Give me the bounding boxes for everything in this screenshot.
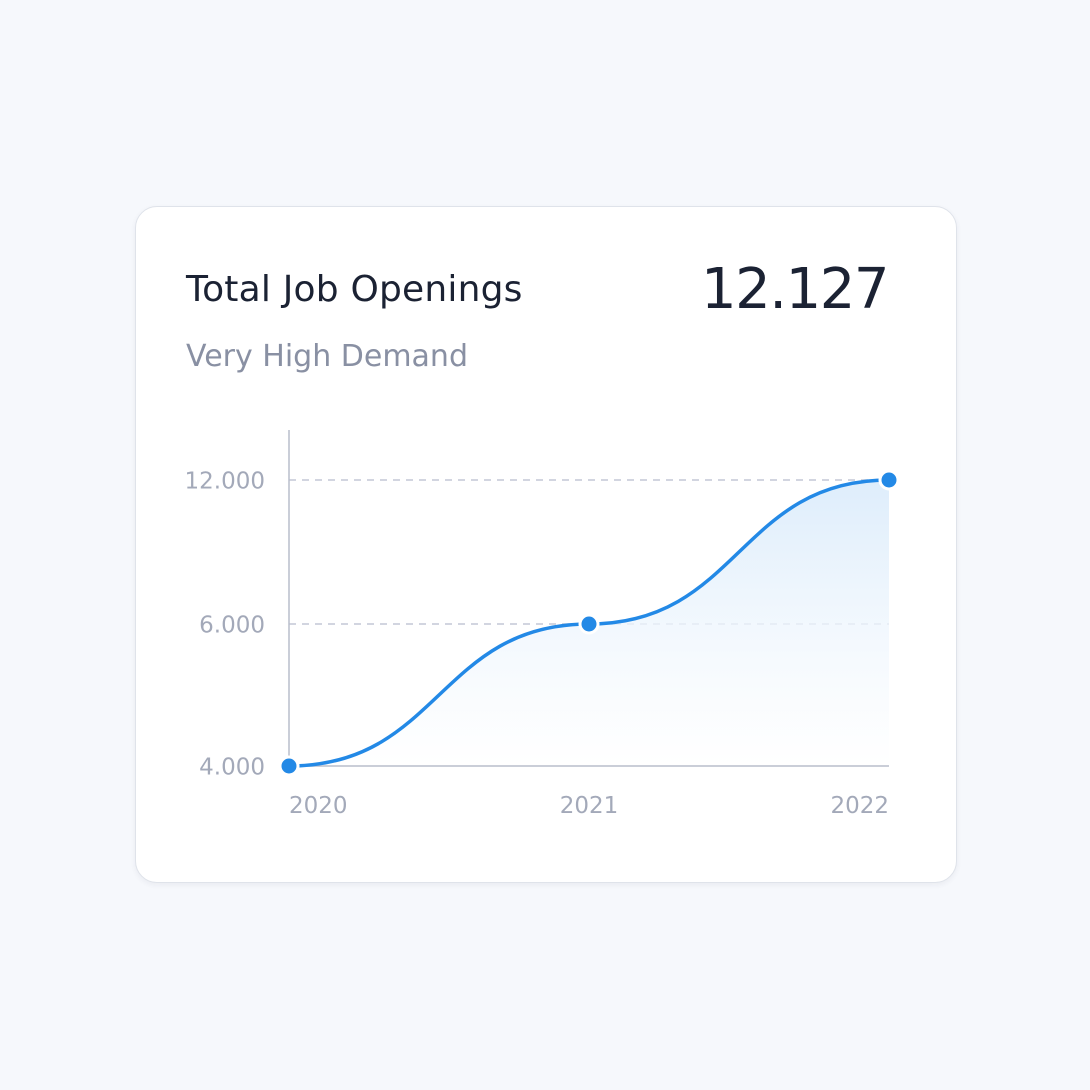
data-point	[578, 613, 600, 635]
area-fill	[289, 480, 889, 766]
card-subtitle: Very High Demand	[186, 339, 468, 374]
x-tick-label: 2022	[830, 793, 889, 819]
x-tick-label: 2020	[289, 793, 348, 819]
data-point	[878, 469, 900, 491]
y-tick-label: 4.000	[199, 755, 265, 781]
x-tick-label: 2021	[560, 793, 619, 819]
y-tick-label: 6.000	[199, 613, 265, 639]
y-tick-label: 12.000	[185, 469, 265, 495]
data-point	[278, 755, 300, 777]
total-openings-value: 12.127	[701, 257, 889, 322]
card-title: Total Job Openings	[186, 269, 523, 310]
